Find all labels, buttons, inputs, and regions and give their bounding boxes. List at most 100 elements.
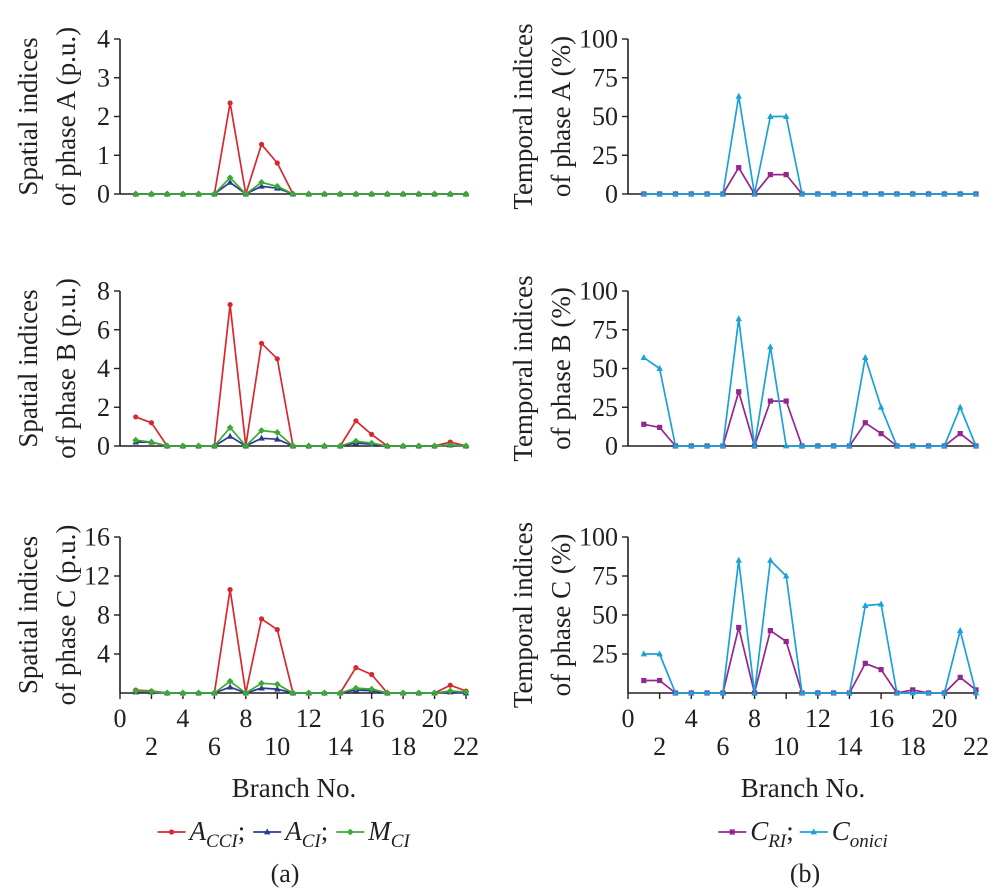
panel-a-legend: ACCI; ACI; MCI	[157, 816, 411, 852]
x-tick-label: 18	[900, 732, 926, 761]
data-point	[688, 190, 695, 197]
data-point	[195, 190, 203, 198]
series-line	[135, 588, 467, 694]
data-point	[640, 190, 648, 197]
panel-b-x-axis-label: Branch No.	[741, 773, 865, 803]
data-point	[736, 624, 742, 631]
data-point	[415, 442, 423, 450]
data-point	[688, 689, 695, 696]
data-point	[336, 442, 344, 450]
y-tick-label: 2	[97, 393, 110, 422]
data-point	[782, 442, 790, 449]
data-point	[830, 190, 837, 197]
data-point	[321, 442, 328, 450]
y-axis-label: Temporal indices	[508, 275, 538, 461]
panel-b-legend: CRI; Conici	[718, 816, 888, 852]
data-point	[383, 190, 391, 198]
data-point	[447, 682, 453, 688]
data-point	[656, 650, 663, 657]
data-point	[274, 356, 280, 362]
data-point	[767, 112, 774, 119]
data-point	[399, 190, 407, 198]
data-point	[893, 190, 901, 197]
data-point	[783, 638, 789, 645]
data-point	[242, 689, 250, 697]
data-point	[877, 190, 885, 197]
data-point	[783, 172, 789, 178]
data-point	[862, 354, 869, 361]
data-point	[258, 684, 265, 691]
data-point	[227, 301, 233, 308]
data-point	[132, 436, 140, 444]
y-tick-label: 4	[97, 640, 110, 669]
x-tick-label: 0	[114, 704, 127, 733]
series-line	[135, 176, 466, 195]
legend-marker	[810, 828, 817, 835]
data-point	[877, 403, 885, 410]
y-axis-label: Temporal indices	[508, 23, 538, 209]
data-point	[925, 689, 932, 696]
data-point	[383, 689, 391, 697]
data-point	[226, 677, 234, 685]
data-point	[641, 421, 647, 427]
y-tick-label: 50	[592, 601, 618, 630]
data-point	[798, 442, 806, 449]
data-point	[798, 689, 806, 696]
data-point	[148, 688, 155, 695]
x-tick-label: 4	[685, 704, 698, 733]
data-point	[719, 190, 727, 197]
data-point	[462, 442, 470, 450]
data-point	[179, 442, 187, 450]
legend-label: MCI	[367, 816, 411, 852]
series-line	[643, 390, 977, 447]
series-C_RI	[641, 389, 979, 449]
legend-label: ACCI;	[188, 816, 246, 852]
y-tick-label: 2	[97, 102, 110, 131]
panel-a-caption: (a)	[271, 859, 300, 888]
data-point	[305, 442, 313, 450]
y-tick-label: 25	[592, 640, 618, 669]
data-point	[641, 677, 647, 684]
series-C_onici	[640, 92, 980, 197]
y-tick-label: 3	[97, 63, 110, 92]
legend-marker	[346, 828, 354, 836]
data-point	[132, 687, 140, 695]
x-tick-label: 6	[208, 732, 221, 761]
x-tick-label: 22	[963, 732, 989, 761]
data-point	[273, 429, 281, 436]
series-line	[135, 426, 467, 447]
data-point	[446, 441, 454, 449]
series-A_CCI	[133, 301, 469, 449]
data-point	[226, 178, 234, 185]
data-point	[798, 190, 806, 197]
y-axis-label: of phase B (%)	[546, 287, 576, 450]
data-point	[688, 442, 695, 449]
series-line	[643, 318, 977, 447]
data-point	[226, 432, 234, 439]
y-tick-label: 75	[592, 63, 618, 92]
data-point	[956, 627, 964, 633]
x-tick-label: 2	[653, 732, 666, 761]
data-point	[941, 190, 948, 197]
series-line	[643, 95, 976, 195]
data-point	[321, 190, 328, 198]
data-point	[321, 689, 328, 697]
series-line	[135, 102, 466, 195]
x-tick-label: 16	[359, 704, 385, 733]
data-point	[703, 689, 711, 696]
data-point	[877, 600, 885, 607]
data-point	[956, 190, 964, 197]
y-tick-label: 0	[605, 432, 618, 461]
data-point	[226, 683, 234, 690]
y-axis-label: Spatial indices	[13, 536, 43, 694]
data-point	[736, 389, 742, 395]
x-tick-label: 20	[422, 704, 448, 733]
data-point	[735, 556, 742, 563]
data-point	[369, 671, 375, 678]
series-line	[135, 680, 467, 694]
data-point	[431, 442, 438, 450]
data-point	[862, 660, 868, 666]
data-point	[242, 190, 250, 198]
data-point	[972, 689, 980, 696]
